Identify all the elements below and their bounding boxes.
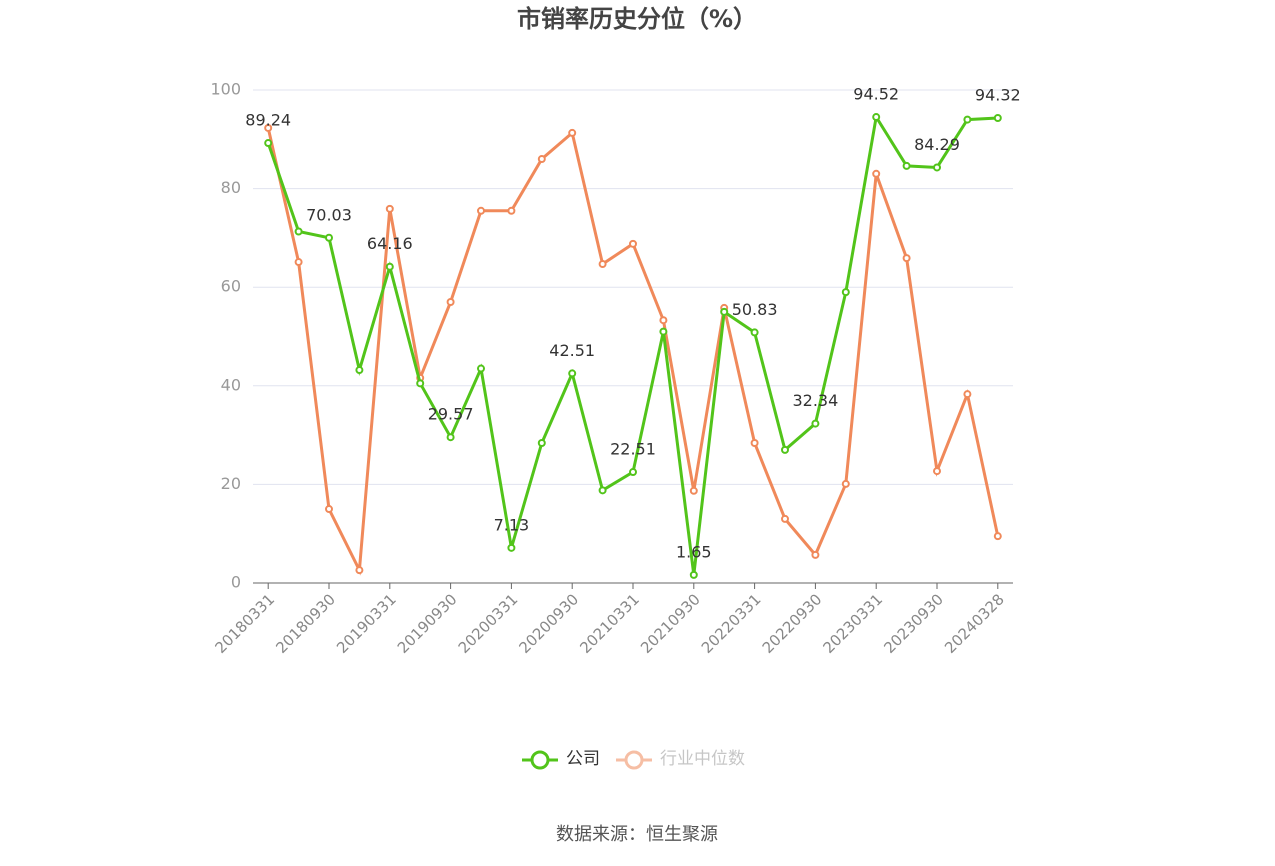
- point: [993, 114, 1002, 123]
- data-label: 29.57: [428, 405, 474, 424]
- point: [841, 288, 850, 297]
- point: [781, 445, 789, 454]
- point: [507, 543, 516, 552]
- y-tick-label: 100: [210, 80, 241, 99]
- x-tick-label: 20240328: [941, 590, 1008, 657]
- point: [325, 505, 333, 514]
- point: [507, 206, 516, 215]
- point: [963, 115, 972, 124]
- legend-marker: [624, 750, 644, 770]
- point: [872, 113, 881, 122]
- x-tick-label: 20210331: [576, 590, 643, 657]
- point: [385, 204, 394, 213]
- point: [629, 239, 637, 248]
- point: [568, 369, 577, 378]
- legend-item[interactable]: 公司: [522, 749, 600, 770]
- legend-label: 行业中位数: [660, 749, 745, 769]
- point: [537, 155, 546, 164]
- legend-item[interactable]: 行业中位数: [616, 749, 745, 770]
- y-tick-label: 40: [221, 375, 241, 394]
- point: [385, 262, 394, 271]
- x-tick-label: 20200331: [455, 590, 522, 657]
- point: [477, 206, 485, 215]
- point: [629, 468, 637, 477]
- legend-marker: [530, 750, 550, 770]
- y-tick-label: 80: [221, 178, 241, 197]
- point: [477, 364, 485, 373]
- point: [811, 419, 820, 428]
- x-tick-label: 20230930: [880, 590, 947, 657]
- point: [811, 550, 820, 559]
- point: [750, 328, 759, 337]
- series-line: [266, 127, 1000, 576]
- data-label: 89.24: [245, 111, 291, 130]
- x-tick-label: 20190331: [333, 590, 400, 657]
- point: [841, 479, 850, 488]
- point: [993, 532, 1002, 541]
- point: [568, 128, 577, 137]
- x-tick-label: 20210930: [637, 590, 704, 657]
- point: [720, 307, 729, 316]
- y-tick-label: 20: [221, 474, 241, 493]
- data-label: 42.51: [549, 341, 595, 360]
- point: [902, 161, 911, 170]
- point: [598, 486, 607, 495]
- data-label: 32.34: [792, 391, 838, 410]
- source-note: 数据来源：恒生聚源: [556, 824, 718, 845]
- y-tick-label: 0: [231, 573, 241, 592]
- data-label: 94.32: [975, 86, 1021, 105]
- point: [416, 379, 425, 388]
- point: [446, 433, 455, 442]
- x-tick-label: 20220331: [698, 590, 765, 657]
- point: [294, 227, 303, 236]
- legend-label: 公司: [566, 749, 600, 769]
- x-tick-label: 20220930: [759, 590, 826, 657]
- point: [355, 566, 364, 575]
- point: [963, 390, 972, 399]
- y-tick-label: 60: [221, 277, 241, 296]
- x-tick-label: 20230331: [819, 590, 886, 657]
- x-tick-label: 20200930: [515, 590, 582, 657]
- point: [902, 254, 911, 263]
- point: [598, 260, 607, 269]
- x-tick-label: 20190930: [394, 590, 461, 657]
- data-label: 70.03: [306, 205, 352, 224]
- point: [659, 327, 668, 336]
- point: [872, 169, 881, 178]
- point: [689, 570, 698, 579]
- data-label: 7.13: [494, 515, 530, 534]
- data-label: 50.83: [732, 300, 778, 319]
- data-label: 64.16: [367, 234, 413, 253]
- point: [325, 233, 333, 242]
- x-tick-label: 20180930: [272, 590, 339, 657]
- point: [781, 514, 789, 523]
- point: [264, 123, 273, 132]
- point: [355, 366, 364, 375]
- point: [446, 297, 455, 306]
- point: [264, 139, 273, 148]
- x-tick-label: 20180331: [211, 590, 278, 657]
- point: [659, 316, 668, 325]
- data-label: 1.65: [676, 542, 712, 561]
- chart-title: 市销率历史分位（%）: [517, 5, 757, 33]
- point: [689, 486, 698, 495]
- data-label: 22.51: [610, 440, 656, 459]
- point: [933, 467, 941, 476]
- point: [933, 163, 941, 172]
- point: [750, 438, 759, 447]
- data-label: 84.29: [914, 135, 960, 154]
- point: [294, 258, 303, 267]
- point: [537, 438, 546, 447]
- data-label: 94.52: [853, 85, 899, 104]
